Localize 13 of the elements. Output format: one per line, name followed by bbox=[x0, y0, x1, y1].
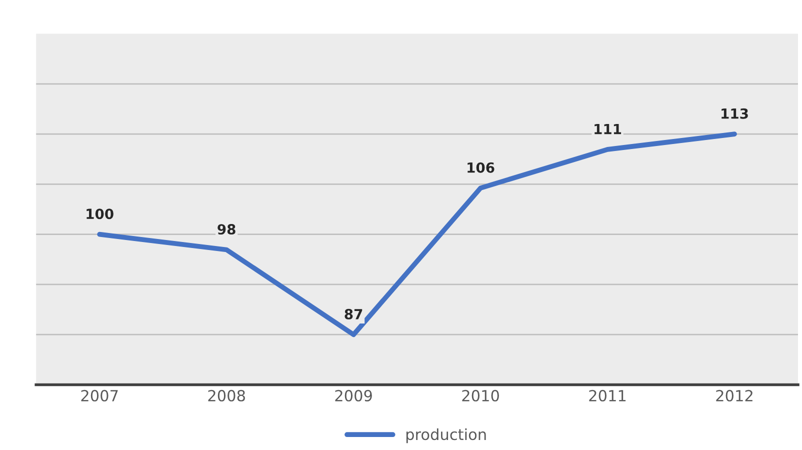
x-tick-label: 2008 bbox=[208, 390, 245, 402]
data-label: 111 bbox=[594, 124, 622, 134]
data-label: 113 bbox=[722, 108, 748, 119]
x-tick-label: 2010 bbox=[462, 390, 499, 402]
x-tick-label: 2009 bbox=[335, 390, 372, 402]
x-tick-label: 2011 bbox=[589, 390, 626, 402]
data-label: 87 bbox=[344, 308, 362, 320]
legend-label: production bbox=[406, 428, 486, 444]
data-label: 98 bbox=[218, 224, 236, 235]
x-tick-label: 2007 bbox=[81, 390, 118, 402]
data-label: 100 bbox=[86, 208, 114, 220]
x-tick-label: 2012 bbox=[716, 390, 752, 402]
data-label: 106 bbox=[468, 162, 494, 173]
